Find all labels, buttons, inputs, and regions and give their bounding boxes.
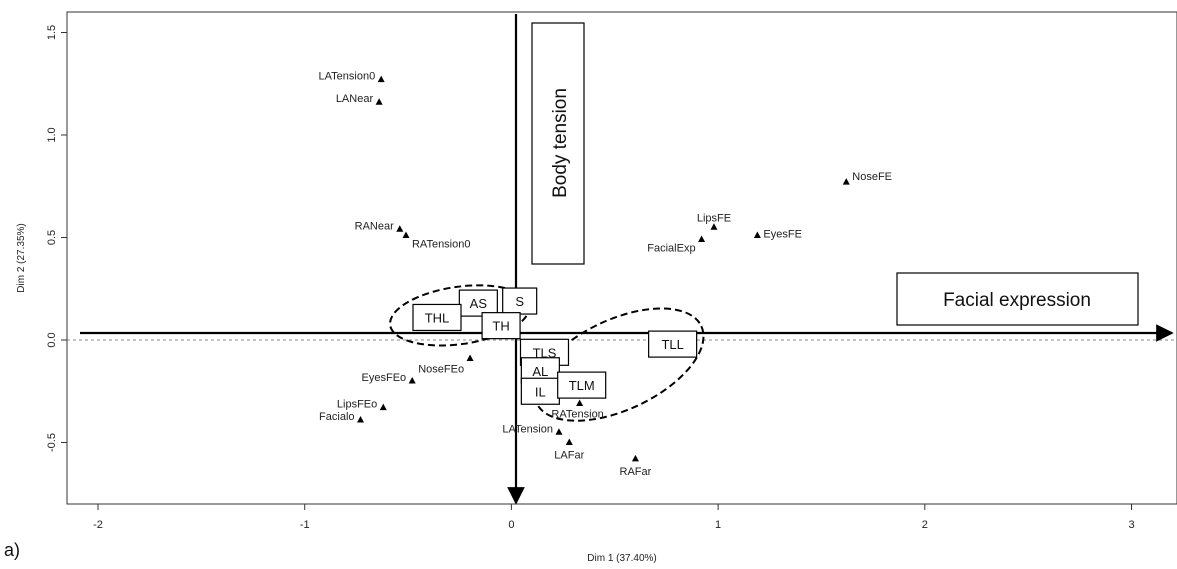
plot-frame bbox=[66, 11, 1177, 505]
y-axis-ticks: -0.5 0.0 0.5 1.0 1.5 bbox=[46, 25, 67, 452]
y-tick-label: 1.5 bbox=[46, 25, 58, 40]
point-label: FacialExp bbox=[647, 243, 695, 255]
body-tension-annotation: Body tension bbox=[550, 88, 571, 198]
category-box-label: TLS bbox=[533, 345, 557, 360]
y-tick-label: 0.0 bbox=[46, 332, 58, 347]
point-label: LANear bbox=[336, 93, 374, 105]
point-marker bbox=[377, 75, 385, 83]
x-axis-ticks: -2 -1 0 1 2 3 bbox=[93, 504, 1135, 531]
panel-label: a) bbox=[4, 540, 20, 560]
point-label: NoseFEo bbox=[418, 363, 464, 375]
point-marker bbox=[842, 178, 850, 185]
point-marker bbox=[576, 399, 584, 407]
point-label: LipsFEo bbox=[337, 399, 377, 411]
y-tick-label: 0.5 bbox=[46, 230, 58, 245]
point-marker bbox=[631, 454, 639, 462]
point-label: RAFar bbox=[620, 466, 652, 478]
category-box-label: AL bbox=[532, 364, 548, 379]
point-label: EyesFE bbox=[763, 228, 802, 240]
x-tick-label: 2 bbox=[922, 519, 928, 531]
point-marker bbox=[710, 223, 718, 230]
category-box-label: THL bbox=[425, 310, 450, 325]
point-label: LATension0 bbox=[319, 71, 376, 83]
x-tick-label: -2 bbox=[93, 519, 103, 531]
category-box bbox=[502, 287, 538, 315]
point-label: NoseFE bbox=[852, 171, 892, 183]
point-label: LipsFE bbox=[697, 212, 731, 224]
point-marker bbox=[402, 231, 410, 238]
x-tick-label: 1 bbox=[715, 519, 721, 531]
x-tick-label: 0 bbox=[508, 519, 514, 531]
point-marker bbox=[379, 403, 387, 411]
point-marker bbox=[375, 98, 383, 105]
cluster-ellipse bbox=[533, 307, 705, 422]
category-box-label: TLL bbox=[661, 337, 683, 352]
category-box-label: IL bbox=[535, 384, 546, 399]
category-box bbox=[648, 330, 698, 358]
facial-expression-annotation-box bbox=[896, 272, 1139, 326]
category-box bbox=[412, 303, 462, 332]
variable-points: LATension0 LANear RANear RATension0 NoseFE Li… bbox=[319, 71, 893, 478]
x-axis-label: Dim 1 (37.40%) bbox=[587, 553, 656, 564]
point-marker bbox=[753, 231, 761, 238]
point-marker bbox=[565, 438, 573, 445]
point-marker bbox=[466, 354, 474, 361]
point-marker bbox=[555, 428, 563, 435]
facial-expression-annotation: Facial expression bbox=[943, 290, 1091, 311]
point-marker bbox=[408, 377, 416, 384]
point-label: RATension0 bbox=[412, 238, 471, 250]
category-box bbox=[520, 377, 560, 405]
category-box-label: AS bbox=[470, 296, 488, 311]
point-label: RATension bbox=[551, 409, 603, 421]
point-marker bbox=[357, 415, 365, 423]
point-label: Facialo bbox=[319, 411, 354, 423]
y-tick-label: -0.5 bbox=[46, 433, 58, 452]
x-tick-label: 3 bbox=[1128, 519, 1134, 531]
point-label: LAFar bbox=[554, 450, 584, 462]
category-box-label: S bbox=[515, 294, 524, 309]
category-box-label: TLM bbox=[569, 378, 595, 393]
body-tension-annotation-box bbox=[531, 22, 585, 265]
x-tick-label: -1 bbox=[300, 519, 310, 531]
category-boxes: AS S THL TH TLL TLS AL IL TLM bbox=[412, 287, 698, 405]
point-marker bbox=[698, 235, 706, 243]
point-label: RANear bbox=[355, 220, 394, 232]
point-marker bbox=[396, 225, 404, 232]
category-box bbox=[557, 371, 607, 399]
y-axis-label: Dim 2 (27.35%) bbox=[16, 223, 27, 292]
point-label: LATension bbox=[502, 423, 553, 435]
y-tick-label: 1.0 bbox=[46, 127, 58, 142]
category-box bbox=[458, 289, 498, 317]
category-box bbox=[481, 312, 521, 340]
point-label: EyesFEo bbox=[362, 372, 407, 384]
category-box-label: TH bbox=[492, 319, 509, 334]
